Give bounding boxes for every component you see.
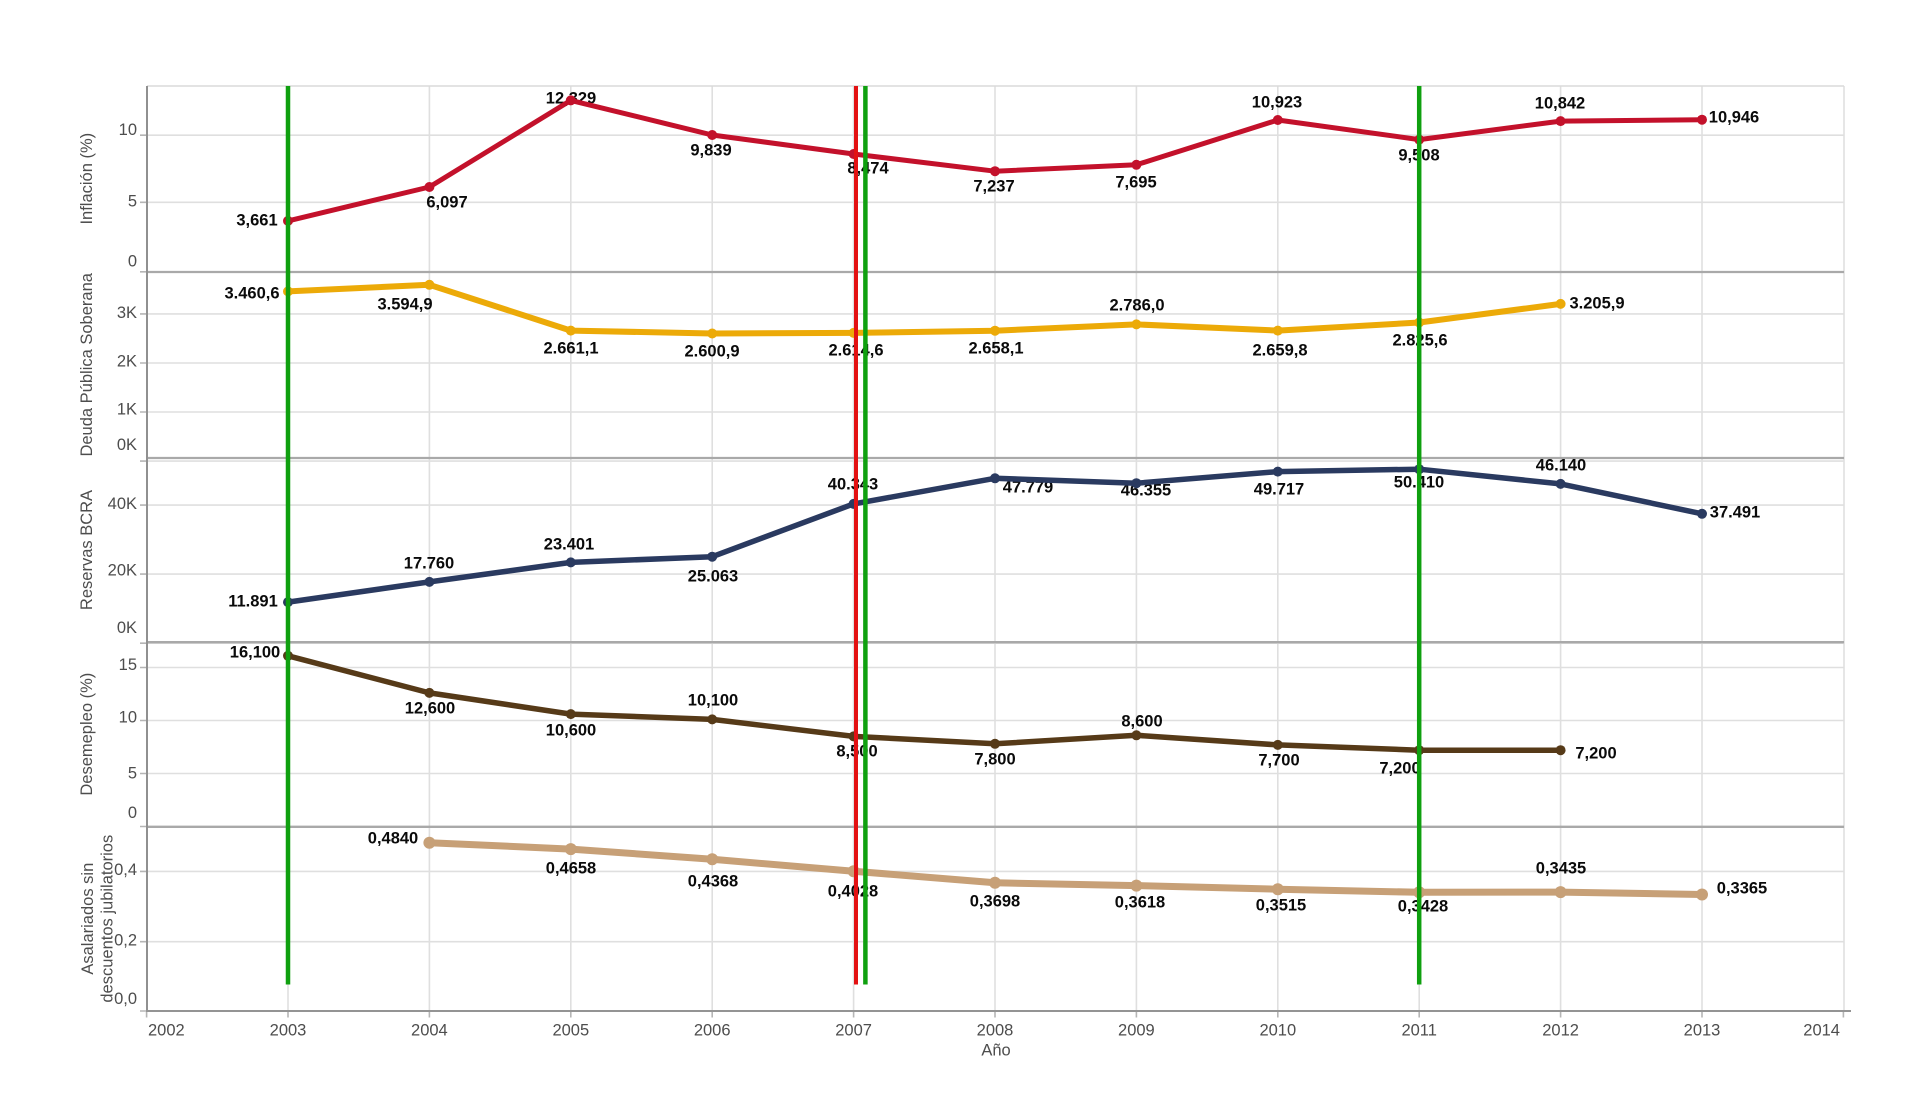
svg-text:47.779: 47.779 — [1003, 479, 1053, 497]
svg-text:3.460,6: 3.460,6 — [224, 285, 279, 303]
svg-text:17.760: 17.760 — [404, 555, 454, 573]
svg-text:0K: 0K — [117, 436, 137, 454]
svg-text:0,4: 0,4 — [114, 861, 137, 879]
svg-text:0,3515: 0,3515 — [1256, 897, 1306, 915]
svg-text:10: 10 — [119, 121, 137, 139]
svg-text:1K: 1K — [117, 401, 137, 419]
svg-text:10,923: 10,923 — [1252, 94, 1302, 112]
svg-text:0,4658: 0,4658 — [546, 860, 596, 878]
svg-text:15: 15 — [119, 656, 137, 674]
svg-text:2006: 2006 — [694, 1022, 731, 1040]
svg-text:10,600: 10,600 — [546, 722, 596, 740]
svg-text:Reservas BCRA: Reservas BCRA — [78, 490, 96, 610]
svg-text:25.063: 25.063 — [688, 568, 738, 586]
svg-text:0,3428: 0,3428 — [1398, 898, 1448, 916]
svg-text:2011: 2011 — [1401, 1022, 1436, 1040]
svg-text:3K: 3K — [117, 304, 137, 322]
svg-text:7,200: 7,200 — [1379, 760, 1420, 778]
svg-text:2012: 2012 — [1542, 1022, 1579, 1040]
svg-text:2008: 2008 — [977, 1022, 1014, 1040]
svg-text:10,100: 10,100 — [688, 692, 738, 710]
svg-text:8,474: 8,474 — [847, 160, 889, 178]
svg-text:46.140: 46.140 — [1536, 457, 1586, 475]
svg-text:2.658,1: 2.658,1 — [968, 340, 1023, 358]
svg-text:37.491: 37.491 — [1710, 504, 1760, 522]
svg-text:0: 0 — [128, 253, 137, 271]
svg-text:0,3365: 0,3365 — [1717, 880, 1767, 898]
svg-text:2004: 2004 — [411, 1022, 448, 1040]
svg-text:40K: 40K — [108, 495, 137, 513]
svg-text:7,237: 7,237 — [973, 178, 1014, 196]
svg-text:20K: 20K — [108, 562, 137, 580]
svg-text:2.661,1: 2.661,1 — [543, 340, 598, 358]
svg-text:7,700: 7,700 — [1258, 752, 1299, 770]
svg-text:0,3698: 0,3698 — [970, 893, 1020, 911]
svg-text:7,800: 7,800 — [974, 751, 1015, 769]
svg-text:2013: 2013 — [1684, 1022, 1721, 1040]
svg-text:7,200: 7,200 — [1575, 745, 1616, 763]
svg-text:0,3435: 0,3435 — [1536, 860, 1586, 878]
svg-text:0,2: 0,2 — [114, 932, 137, 950]
svg-text:49.717: 49.717 — [1254, 481, 1304, 499]
svg-text:Deuda Pública Soberana: Deuda Pública Soberana — [78, 272, 96, 456]
svg-text:0,3618: 0,3618 — [1115, 894, 1165, 912]
svg-text:3.205,9: 3.205,9 — [1569, 295, 1624, 313]
svg-text:3,661: 3,661 — [236, 212, 277, 230]
svg-text:0,0: 0,0 — [114, 990, 137, 1008]
svg-text:2005: 2005 — [552, 1022, 589, 1040]
svg-text:descuentos jubilatorios: descuentos jubilatorios — [99, 835, 117, 1003]
svg-text:5: 5 — [128, 765, 137, 783]
svg-text:9,839: 9,839 — [690, 142, 731, 160]
svg-text:0,4840: 0,4840 — [368, 830, 418, 848]
svg-text:40.343: 40.343 — [828, 476, 878, 494]
svg-text:10,946: 10,946 — [1709, 109, 1759, 127]
svg-text:Desemepleo (%): Desemepleo (%) — [78, 673, 96, 796]
svg-text:2.786,0: 2.786,0 — [1109, 297, 1164, 315]
svg-text:12,600: 12,600 — [405, 700, 455, 718]
svg-text:8,600: 8,600 — [1121, 713, 1162, 731]
svg-text:11.891: 11.891 — [228, 593, 278, 611]
svg-text:0,4028: 0,4028 — [828, 883, 878, 901]
svg-text:0,4368: 0,4368 — [688, 873, 738, 891]
svg-text:6,097: 6,097 — [426, 194, 467, 212]
svg-text:2.659,8: 2.659,8 — [1252, 342, 1307, 360]
svg-text:2003: 2003 — [270, 1022, 307, 1040]
svg-text:2007: 2007 — [835, 1022, 872, 1040]
svg-text:Asalariados sin: Asalariados sin — [79, 863, 97, 975]
svg-text:7,695: 7,695 — [1115, 174, 1156, 192]
svg-text:16,100: 16,100 — [230, 644, 280, 662]
svg-text:Inflación (%): Inflación (%) — [78, 133, 96, 225]
svg-text:Año: Año — [981, 1042, 1010, 1060]
svg-text:2009: 2009 — [1118, 1022, 1155, 1040]
svg-text:10,842: 10,842 — [1535, 95, 1585, 113]
svg-text:23.401: 23.401 — [544, 536, 594, 554]
svg-text:3.594,9: 3.594,9 — [377, 296, 432, 314]
svg-text:5: 5 — [128, 193, 137, 211]
svg-text:0: 0 — [128, 804, 137, 822]
svg-text:2002: 2002 — [148, 1022, 185, 1040]
svg-text:2K: 2K — [117, 353, 137, 371]
svg-text:2.600,9: 2.600,9 — [684, 343, 739, 361]
svg-text:2010: 2010 — [1259, 1022, 1296, 1040]
svg-text:0K: 0K — [117, 619, 137, 637]
svg-text:2014: 2014 — [1803, 1022, 1840, 1040]
svg-text:10: 10 — [119, 709, 137, 727]
